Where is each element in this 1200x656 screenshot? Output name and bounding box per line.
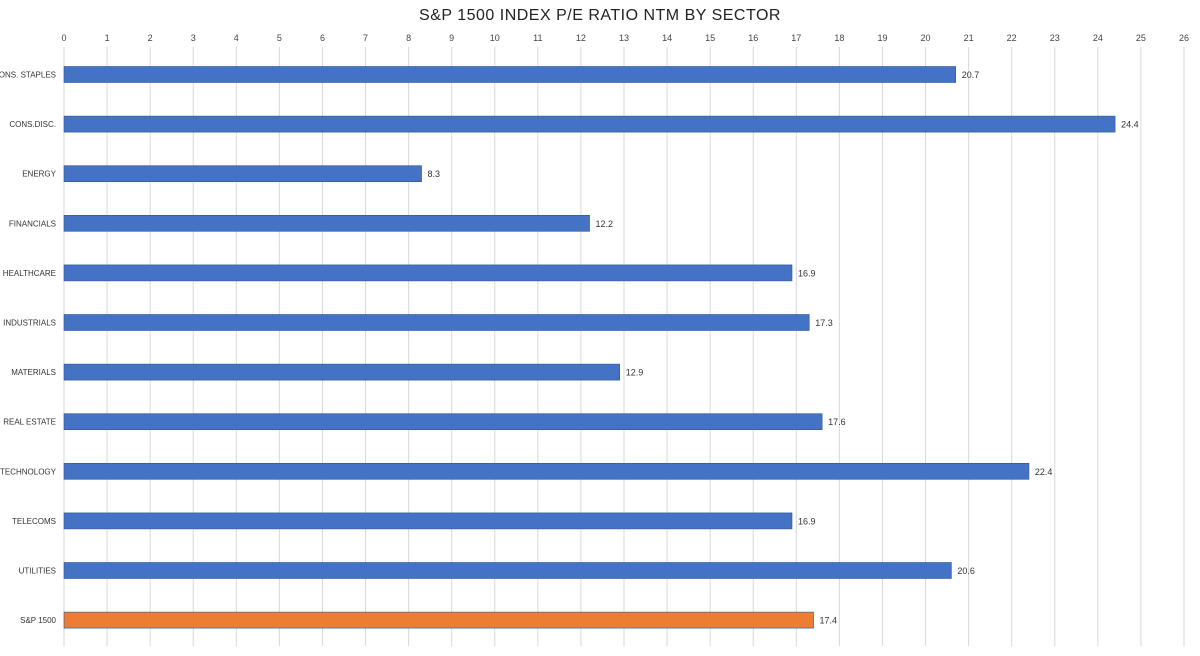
x-tick-label: 16 [748, 33, 758, 43]
data-label: 24.4 [1121, 120, 1139, 130]
category-label: CONS. STAPLES [0, 71, 56, 80]
bar [63, 264, 793, 282]
x-tick-label: 20 [921, 33, 931, 43]
category-label: CONS.DISC. [9, 120, 56, 129]
x-tick-label: 18 [834, 33, 844, 43]
x-tick-label: 23 [1050, 33, 1060, 43]
data-label: 20.7 [962, 70, 980, 80]
x-tick-label: 6 [320, 33, 325, 43]
data-label: 20.6 [957, 566, 975, 576]
x-tick-label: 2 [148, 33, 153, 43]
bar [63, 363, 620, 381]
data-label: 12.9 [626, 368, 644, 378]
x-tick-label: 1 [105, 33, 110, 43]
bar [63, 215, 590, 232]
bar [63, 115, 1116, 133]
bar [63, 66, 956, 83]
x-tick-label: 5 [277, 33, 282, 43]
data-label: 17.6 [828, 417, 846, 427]
data-label: 12.2 [596, 219, 614, 229]
category-label: TECHNOLOGY [0, 467, 57, 476]
x-tick-label: 21 [964, 33, 974, 43]
bar [63, 512, 793, 530]
data-label: 8.3 [428, 169, 441, 179]
bars [63, 66, 1116, 629]
x-tick-label: 22 [1007, 33, 1017, 43]
chart-title: S&P 1500 INDEX P/E RATIO NTM BY SECTOR [419, 7, 781, 24]
category-label: S&P 1500 [20, 616, 56, 625]
data-label: 16.9 [798, 516, 816, 526]
x-tick-label: 7 [363, 33, 368, 43]
bar [63, 413, 823, 431]
x-tick-label: 8 [406, 33, 411, 43]
x-tick-label: 11 [533, 33, 542, 43]
category-label: REAL ESTATE [3, 418, 56, 427]
data-label: 16.9 [798, 268, 816, 278]
x-tick-label: 3 [191, 33, 196, 43]
bar [63, 165, 422, 182]
x-tick-label: 14 [662, 33, 672, 43]
category-label: INDUSTRIALS [3, 319, 56, 328]
category-label: HEALTHCARE [3, 269, 56, 278]
x-tick-label: 12 [576, 33, 586, 43]
x-axis-ticks: 0 1 2 3 4 5 6 7 8 9 10 11 12 13 14 15 16 17 18 19 20 21 22 23 24… [61, 33, 1189, 43]
category-label: TELECOMS [12, 517, 56, 526]
gridlines [63, 47, 1185, 646]
bar [63, 462, 1030, 480]
category-label: MATERIALS [11, 368, 56, 377]
x-tick-label: 4 [234, 33, 239, 43]
x-tick-label: 10 [490, 33, 500, 43]
x-tick-label: 13 [619, 33, 629, 43]
x-tick-label: 24 [1093, 33, 1103, 43]
x-tick-label: 9 [449, 33, 454, 43]
bar [63, 611, 814, 629]
x-tick-label: 25 [1136, 33, 1146, 43]
x-tick-label: 17 [791, 33, 801, 43]
data-labels: 20.7 24.4 8.3 12.2 16.9 17.3 12.9 17.6 22.4 16.9 2… [428, 70, 1139, 626]
category-label: FINANCIALS [9, 219, 56, 228]
x-tick-label: 15 [705, 33, 715, 43]
category-label: UTILITIES [19, 567, 56, 576]
data-label: 17.3 [815, 318, 833, 328]
x-tick-label: 19 [877, 33, 887, 43]
data-label: 17.4 [820, 616, 838, 626]
bar [63, 314, 810, 331]
x-tick-label: 26 [1179, 33, 1189, 43]
category-label: ENERGY [22, 170, 56, 179]
category-labels: CONS. STAPLES CONS.DISC. ENERGY FINANCIALS H… [0, 71, 57, 626]
x-tick-label: 0 [61, 33, 66, 43]
data-label: 22.4 [1035, 467, 1053, 477]
bar [63, 562, 952, 579]
